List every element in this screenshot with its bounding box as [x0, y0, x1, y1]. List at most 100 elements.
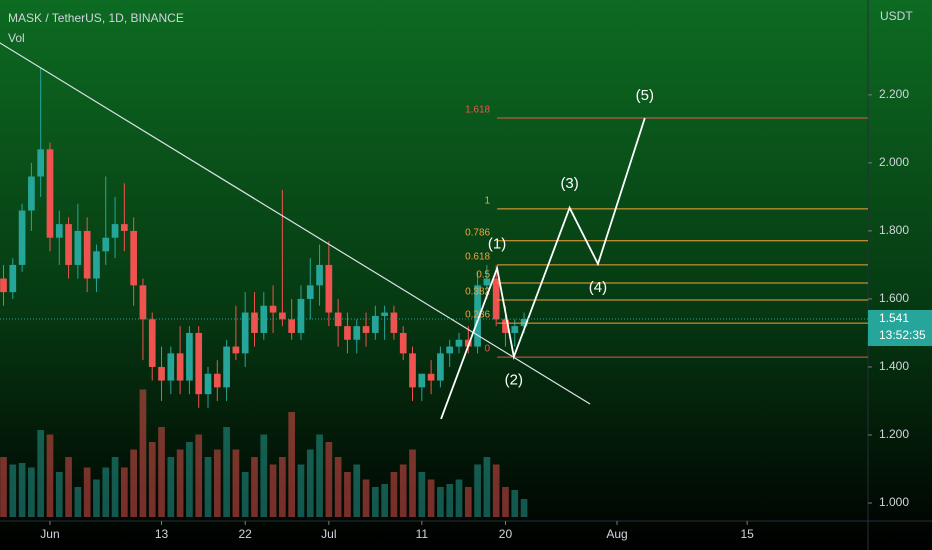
candle-body	[353, 326, 361, 340]
currency: USDT	[880, 9, 913, 23]
volume-bar	[362, 479, 370, 517]
candle-body	[37, 149, 45, 177]
candle-body	[251, 312, 258, 333]
volume-bar	[502, 487, 509, 517]
fib-label: 0.786	[465, 227, 490, 238]
candle-body	[186, 332, 193, 381]
volume-bar	[464, 487, 472, 517]
volume-bar	[223, 427, 230, 517]
candle-body	[371, 315, 379, 333]
candle-body	[28, 176, 35, 211]
candle-body	[437, 353, 444, 381]
volume-bar	[437, 487, 444, 517]
volume-bar	[130, 449, 137, 517]
volume-bar	[288, 412, 296, 517]
x-tick-label: 20	[499, 527, 513, 541]
volume-bar	[511, 490, 519, 517]
volume-bar	[260, 434, 268, 517]
volume-bar	[195, 434, 203, 517]
candle-body	[418, 373, 426, 388]
candle-body	[464, 339, 472, 347]
y-tick-label: 1.600	[879, 291, 909, 305]
candle-body	[65, 224, 72, 265]
x-tick-label: 15	[740, 527, 754, 541]
volume-bar	[232, 449, 240, 517]
volume-bar	[9, 464, 17, 517]
candle-body	[223, 346, 230, 388]
wave-label: (4)	[589, 279, 607, 296]
wave-label: (3)	[560, 175, 578, 192]
x-tick-label: Jun	[40, 527, 59, 541]
volume-bar	[0, 457, 7, 517]
volume-bar	[325, 442, 333, 517]
candle-body	[381, 312, 388, 316]
candle-body	[213, 373, 221, 388]
volume-bar	[74, 487, 82, 517]
fib-label: 1	[485, 195, 491, 206]
trendline	[0, 42, 591, 405]
y-tick-label: 2.200	[879, 87, 909, 101]
countdown: 13:52:35	[879, 328, 926, 342]
fib-label: 0.382	[465, 287, 490, 298]
candle-body	[158, 366, 165, 381]
candle-body	[0, 278, 7, 293]
volume-bar	[111, 457, 119, 517]
volume-bar	[204, 457, 212, 517]
volume-bar	[399, 464, 407, 517]
last-price-label: 1.541	[879, 311, 909, 325]
y-tick-label: 1.000	[879, 495, 909, 509]
volume-bar	[102, 467, 110, 517]
volume-bar	[492, 464, 500, 517]
volume-bar	[46, 434, 54, 517]
candle-body	[474, 285, 481, 347]
volume-bar	[186, 442, 193, 517]
candle-body	[111, 224, 119, 238]
candle-body	[74, 230, 82, 265]
candle-body	[344, 326, 351, 340]
volume-bar	[474, 464, 481, 517]
volume-bar	[37, 430, 45, 517]
volume-bar	[213, 449, 221, 517]
volume-bar	[279, 457, 286, 517]
candle-body	[241, 312, 249, 354]
volume-bar	[409, 449, 416, 517]
volume-bar	[446, 484, 454, 517]
candle-body	[9, 264, 17, 293]
candle-body	[93, 251, 100, 279]
fib-label: 0.236	[465, 310, 490, 321]
volume-bar	[390, 472, 398, 517]
candle-body	[511, 326, 519, 333]
wave-path	[440, 117, 646, 420]
wave-label: (2)	[505, 372, 523, 389]
candle-body	[232, 346, 240, 354]
volume-bar	[167, 457, 175, 517]
candle-body	[288, 319, 296, 333]
x-tick-label: 11	[416, 527, 429, 541]
volume-bar	[455, 479, 463, 517]
x-tick-label: 13	[155, 527, 169, 541]
last-price-box	[868, 310, 932, 347]
x-tick-label: Aug	[606, 527, 627, 541]
candle-body	[269, 305, 277, 313]
chart-title: MASK / TetherUS, 1D, BINANCE	[8, 11, 184, 25]
x-tick-label: Jul	[321, 527, 336, 541]
candle-body	[520, 319, 528, 327]
volume-bar	[176, 449, 184, 517]
candle-body	[139, 285, 147, 320]
candle-body	[297, 298, 305, 333]
candle-body	[362, 326, 370, 333]
volume-bar	[316, 434, 323, 517]
volume-bar	[93, 479, 100, 517]
candle-body	[130, 230, 137, 286]
volume-bar	[297, 464, 305, 517]
y-tick-label: 1.200	[879, 427, 909, 441]
candle-body	[55, 224, 63, 238]
volume-bar	[83, 467, 91, 517]
candle-body	[176, 353, 184, 381]
candle-body	[46, 149, 54, 238]
candle-body	[483, 278, 491, 286]
fib-label: 1.618	[465, 105, 490, 116]
volume-bar	[55, 472, 63, 517]
candle-body	[390, 312, 398, 333]
